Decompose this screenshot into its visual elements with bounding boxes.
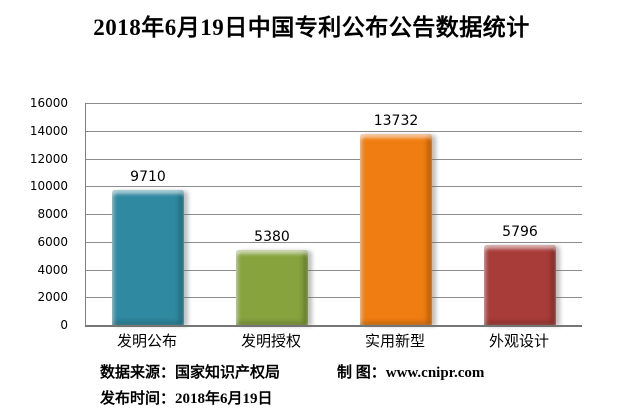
gridline <box>86 297 582 299</box>
chart-title: 2018年6月19日中国专利公布公告数据统计 <box>93 15 530 40</box>
gridline <box>86 269 582 271</box>
bar-value-label: 5380 <box>254 229 290 246</box>
y-axis-tick-label: 6000 <box>37 234 68 249</box>
publish-date-label: 发布时间：2018年6月19日 <box>100 391 273 407</box>
y-axis-tick-label: 16000 <box>29 96 68 110</box>
gridline <box>86 158 582 160</box>
x-axis-category-label: 发明公布 <box>116 332 177 350</box>
gridline <box>86 103 582 104</box>
gridline <box>86 186 582 188</box>
plot-area: 9710 5380 13732 5796 <box>85 103 582 327</box>
x-axis-category-label: 外观设计 <box>488 332 549 350</box>
x-axis-category-label: 发明授权 <box>240 332 301 350</box>
y-axis-tick-label: 4000 <box>37 262 68 277</box>
y-axis-tick-label: 14000 <box>29 123 68 138</box>
gridline <box>86 241 582 243</box>
x-axis: 发明公布 发明授权 实用新型 外观设计 <box>85 332 581 352</box>
bar-value-label: 5796 <box>502 223 538 240</box>
bar-外观设计 <box>484 244 556 325</box>
y-axis-tick-label: 8000 <box>37 207 68 221</box>
y-axis-tick-label: 10000 <box>29 179 68 194</box>
bar-实用新型 <box>360 134 432 325</box>
bar-value-label: 9710 <box>130 169 166 186</box>
gridline <box>86 214 582 215</box>
bar-发明公布 <box>112 190 184 325</box>
x-axis-category-label: 实用新型 <box>364 332 425 350</box>
y-axis-tick-label: 2000 <box>37 290 68 305</box>
bar-发明授权 <box>236 250 308 325</box>
data-source-label: 数据来源：国家知识产权局 <box>100 365 281 381</box>
y-axis-tick-label: 0 <box>60 318 68 332</box>
chart-credit-label: 制 图：www.cnipr.com <box>337 365 485 381</box>
gridline <box>86 130 582 132</box>
y-axis-tick-label: 12000 <box>29 151 68 166</box>
y-axis: 0 2000 4000 6000 8000 10000 12000 14000 16000 <box>0 97 68 331</box>
bar-value-label: 13732 <box>373 113 419 130</box>
